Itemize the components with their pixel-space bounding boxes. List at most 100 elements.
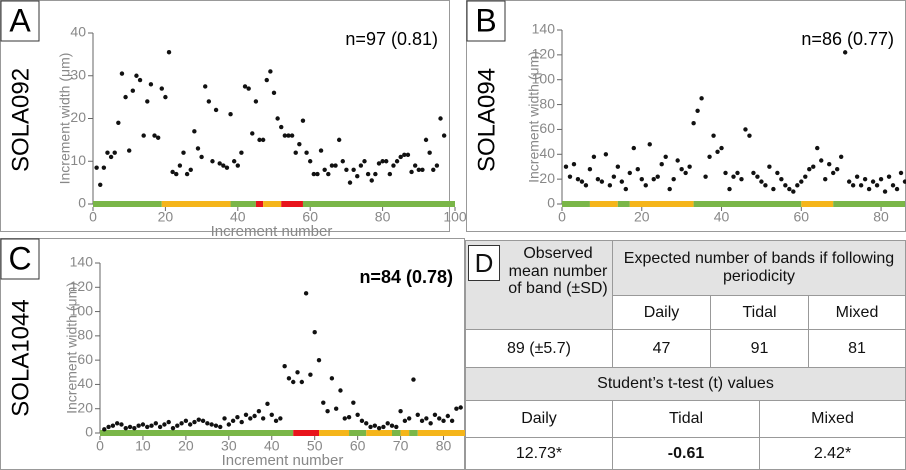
data-point xyxy=(659,162,664,167)
data-point xyxy=(415,412,420,417)
data-point xyxy=(842,50,848,55)
data-point xyxy=(243,412,249,417)
observed-header: Observed mean number of band (±SD) xyxy=(508,245,608,298)
period-band xyxy=(801,201,834,207)
x-tick-label: 20 xyxy=(178,438,194,454)
period-band xyxy=(255,201,264,207)
y-tick-label: 40 xyxy=(539,145,555,161)
data-point xyxy=(795,183,800,188)
data-point xyxy=(170,425,176,431)
data-point xyxy=(583,183,589,188)
data-point xyxy=(894,186,900,192)
data-point xyxy=(362,159,367,164)
y-tick-label: 60 xyxy=(539,120,555,136)
data-point xyxy=(271,90,277,96)
period-band xyxy=(100,430,294,436)
x-tick-label: 50 xyxy=(307,438,323,454)
period-band xyxy=(263,201,282,207)
panel-letter: D xyxy=(468,245,500,281)
data-point xyxy=(192,129,197,134)
data-point xyxy=(874,183,880,188)
data-point xyxy=(635,167,640,172)
x-tick-label: 60 xyxy=(794,209,810,225)
data-point xyxy=(866,186,872,192)
x-axis-label: Increment number xyxy=(211,223,333,240)
x-tick-label: 40 xyxy=(714,209,730,225)
data-point xyxy=(257,137,262,143)
data-point xyxy=(183,418,189,424)
data-point xyxy=(174,171,179,177)
data-point xyxy=(655,174,660,179)
y-tick-label: 80 xyxy=(77,327,93,343)
data-point xyxy=(132,425,137,431)
data-point xyxy=(882,189,888,194)
data-point xyxy=(108,154,114,160)
data-point xyxy=(627,170,633,176)
data-point xyxy=(98,182,103,187)
data-point xyxy=(273,418,279,424)
y-tick-label: 140 xyxy=(70,254,94,270)
data-point xyxy=(105,150,110,155)
data-point xyxy=(315,171,320,177)
data-point xyxy=(591,154,597,159)
data-point xyxy=(898,170,904,176)
data-point xyxy=(838,154,844,159)
ttest-value: -0.61 xyxy=(612,437,760,470)
data-point xyxy=(141,133,146,138)
data-point xyxy=(136,423,141,428)
column-header: Daily xyxy=(612,295,711,330)
data-point xyxy=(153,421,159,426)
data-point xyxy=(411,377,416,382)
data-point xyxy=(675,158,680,163)
data-point xyxy=(683,170,688,176)
data-point xyxy=(739,176,744,182)
y-tick-label: 10 xyxy=(70,152,86,168)
data-point xyxy=(380,159,385,164)
data-point xyxy=(807,167,812,172)
panel-letter-box xyxy=(0,238,40,280)
data-point xyxy=(779,176,784,182)
data-point xyxy=(402,418,408,424)
data-point xyxy=(416,167,421,172)
data-point xyxy=(325,408,330,414)
data-point xyxy=(235,415,240,420)
x-tick-label: 60 xyxy=(350,438,366,454)
data-point xyxy=(432,412,438,417)
data-point xyxy=(671,176,676,182)
data-point xyxy=(291,379,296,385)
data-point xyxy=(286,376,292,381)
data-point xyxy=(175,423,180,428)
data-point xyxy=(846,179,852,184)
data-point xyxy=(647,142,652,147)
period-band xyxy=(302,201,455,207)
data-point xyxy=(854,174,860,179)
data-point xyxy=(279,124,284,130)
data-point xyxy=(454,406,459,411)
y-tick-label: 0 xyxy=(547,195,555,211)
data-point xyxy=(567,174,573,179)
period-band xyxy=(409,430,418,436)
data-point xyxy=(787,186,792,192)
data-point xyxy=(735,170,740,176)
data-point xyxy=(187,422,193,427)
data-point xyxy=(177,163,183,168)
data-point xyxy=(338,388,343,393)
y-tick-label: 20 xyxy=(539,170,555,186)
expected-value: 81 xyxy=(808,329,906,368)
data-point xyxy=(858,183,864,188)
data-point xyxy=(803,174,808,179)
data-point xyxy=(322,167,327,172)
data-point xyxy=(619,179,625,184)
column-header: Tidal xyxy=(710,295,809,330)
data-point xyxy=(423,137,429,143)
data-point xyxy=(449,418,455,424)
data-point xyxy=(703,174,708,179)
data-point xyxy=(412,163,418,168)
data-point xyxy=(127,424,133,430)
expected-value: 47 xyxy=(612,329,711,368)
data-point xyxy=(203,84,208,89)
y-tick-label: 60 xyxy=(77,351,93,367)
data-point xyxy=(355,412,360,417)
x-tick-label: 10 xyxy=(135,438,151,454)
